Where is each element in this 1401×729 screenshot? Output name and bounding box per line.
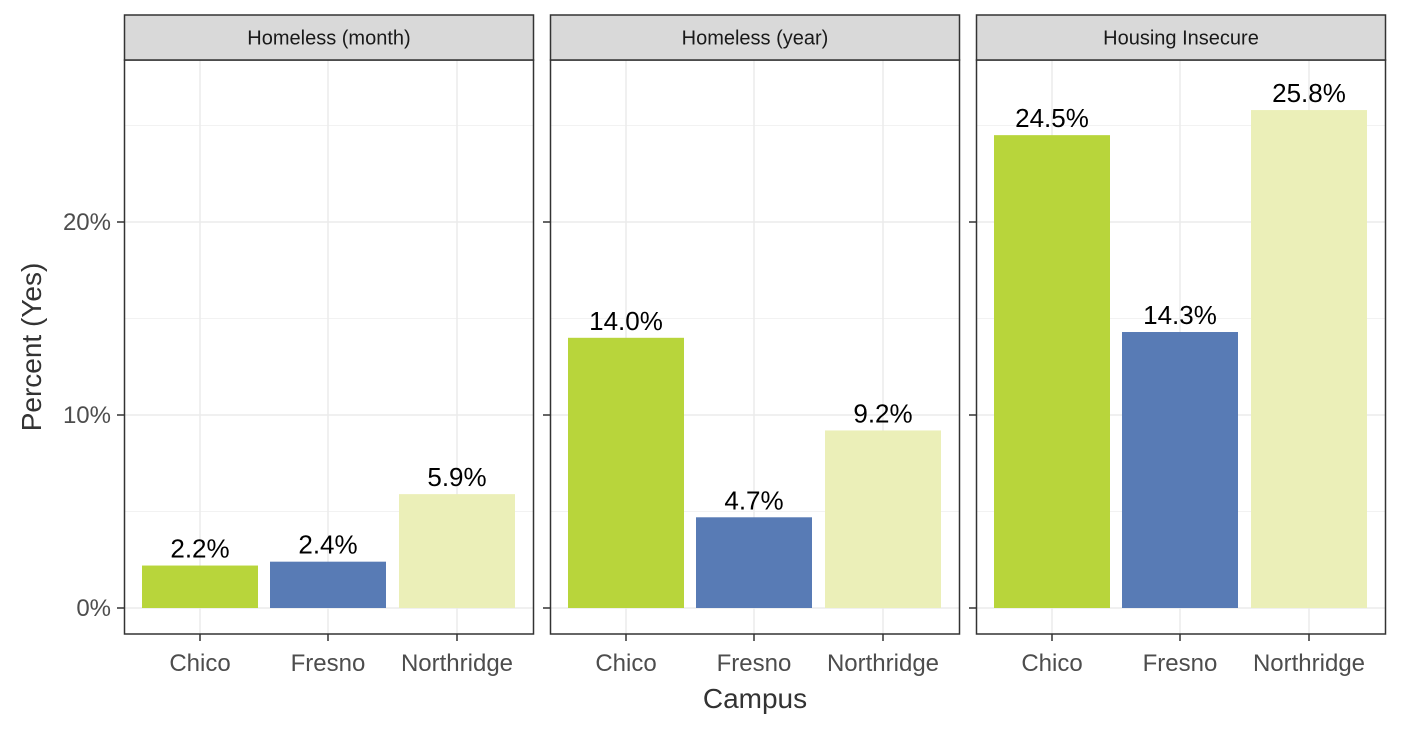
bar-label-3-northridge: 25.8% [1272, 78, 1346, 108]
bar-label-3-chico: 24.5% [1015, 103, 1089, 133]
x-tick-label-1-fresno: Fresno [291, 650, 366, 677]
x-tick-label-2-northridge: Northridge [827, 650, 939, 677]
x-tick-label-3-northridge: Northridge [1253, 650, 1365, 677]
y-tick-label: 20% [63, 209, 111, 236]
x-tick-label-1-chico: Chico [169, 650, 230, 677]
panel-1-strip [123, 14, 535, 61]
x-tick-label-3-fresno: Fresno [1143, 650, 1218, 677]
bar-1-northridge [399, 494, 515, 608]
x-tick-label-2-fresno: Fresno [717, 650, 792, 677]
panel-2-title: Homeless (year) [682, 28, 829, 50]
panel-3-title: Housing Insecure [1103, 28, 1259, 50]
panel-2-strip [549, 14, 961, 61]
bar-3-northridge [1251, 110, 1367, 608]
bar-label-1-fresno: 2.4% [298, 530, 357, 560]
bar-label-1-chico: 2.2% [170, 534, 229, 564]
panel-1-title: Homeless (month) [247, 28, 410, 50]
y-axis-title: Percent (Yes) [16, 263, 47, 432]
bar-3-fresno [1122, 332, 1238, 608]
bar-2-chico [568, 337, 684, 608]
bar-3-chico [994, 135, 1110, 608]
y-tick-label: 0% [76, 595, 111, 622]
bar-label-2-fresno: 4.7% [724, 485, 783, 515]
panel-3-strip [975, 14, 1387, 61]
bar-2-northridge [825, 430, 941, 608]
x-tick-label-2-chico: Chico [595, 650, 656, 677]
x-tick-label-3-chico: Chico [1021, 650, 1082, 677]
bar-label-3-fresno: 14.3% [1143, 300, 1217, 330]
x-tick-label-1-northridge: Northridge [401, 650, 513, 677]
bar-1-chico [142, 565, 258, 608]
bar-label-2-chico: 14.0% [589, 306, 663, 336]
x-axis-title: Campus [703, 683, 807, 714]
bar-1-fresno [270, 561, 386, 608]
bar-label-2-northridge: 9.2% [853, 398, 912, 428]
y-tick-label: 10% [63, 402, 111, 429]
bar-2-fresno [696, 517, 812, 608]
bar-label-1-northridge: 5.9% [427, 462, 486, 492]
